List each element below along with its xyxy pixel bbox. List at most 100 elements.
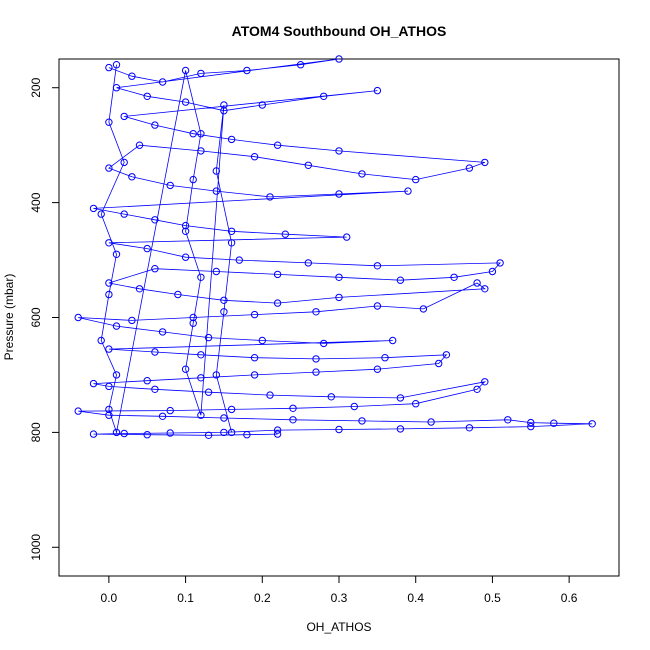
data-point (204, 333, 213, 342)
data-point (450, 273, 458, 281)
data-point (135, 141, 144, 149)
data-point (197, 374, 205, 382)
data-point (166, 181, 174, 190)
y-tick-label: 600 (29, 307, 43, 327)
data-point (105, 279, 113, 287)
data-point (120, 112, 128, 121)
data-point (220, 428, 228, 437)
data-point (412, 400, 420, 408)
data-point (335, 273, 343, 281)
data-point (120, 429, 128, 438)
data-point (473, 279, 481, 287)
data-point (312, 355, 320, 363)
x-axis-label: OH_ATHOS (306, 620, 371, 634)
data-point (105, 411, 113, 419)
data-point (89, 430, 98, 438)
data-point (151, 121, 159, 129)
data-point (212, 187, 221, 195)
data-point (343, 233, 351, 241)
data-point (151, 385, 159, 393)
y-axis-label: Pressure (mbar) (2, 274, 16, 361)
data-point (396, 394, 405, 402)
data-point (120, 158, 128, 167)
data-point (527, 422, 535, 431)
data-point (258, 101, 266, 109)
data-point (273, 430, 282, 438)
data-point (227, 227, 236, 236)
data-point (250, 354, 259, 362)
data-point (481, 158, 489, 167)
x-tick-label: 0.6 (561, 591, 578, 605)
chart-title: ATOM4 Southbound OH_ATHOS (232, 23, 447, 39)
data-point (243, 66, 251, 75)
data-point (404, 187, 412, 195)
data-point (204, 388, 213, 396)
data-point (273, 426, 282, 434)
data-point (427, 418, 435, 426)
y-tick-label: 400 (29, 192, 43, 212)
data-point (412, 175, 420, 184)
data-point (281, 230, 289, 238)
data-point (128, 316, 136, 325)
x-tick-label: 0.1 (177, 591, 194, 605)
data-point (128, 72, 136, 80)
data-point (112, 322, 121, 330)
data-point (97, 210, 105, 218)
data-point (373, 262, 382, 270)
data-point (220, 308, 228, 316)
data-point (350, 402, 358, 411)
data-point (304, 161, 312, 170)
data-layer (74, 55, 596, 439)
y-tick-label: 1000 (29, 534, 43, 561)
data-point (220, 414, 228, 422)
data-point (273, 299, 282, 307)
data-point (335, 425, 343, 434)
data-point (174, 290, 182, 299)
data-point (504, 416, 512, 424)
data-point (481, 285, 489, 293)
data-point (181, 365, 190, 373)
data-point (151, 216, 159, 224)
x-tick-label: 0.5 (484, 591, 501, 605)
data-point (197, 351, 205, 359)
data-point (74, 407, 82, 415)
y-axis: 200 400 600 800 1000 (29, 77, 60, 561)
data-point (189, 175, 197, 184)
data-point (105, 405, 113, 414)
y-tick-label: 800 (29, 422, 43, 442)
data-point (89, 204, 98, 213)
data-point (105, 164, 113, 172)
data-point (189, 313, 197, 322)
data-point (181, 66, 190, 75)
data-point (120, 210, 128, 218)
data-point (465, 164, 474, 172)
data-point (419, 305, 428, 313)
data-point (373, 86, 382, 95)
data-point (358, 170, 366, 178)
data-point (97, 336, 105, 345)
data-point (181, 253, 190, 261)
data-point (181, 98, 190, 106)
y-tick-label: 200 (29, 77, 43, 97)
data-point (227, 405, 236, 414)
data-point (189, 130, 197, 138)
data-point (250, 153, 259, 161)
x-tick-label: 0.2 (254, 591, 271, 605)
data-point (105, 382, 113, 391)
data-point (335, 147, 343, 155)
data-point (335, 293, 343, 302)
x-tick-label: 0.3 (331, 591, 348, 605)
data-point (442, 351, 451, 359)
data-point (143, 431, 151, 439)
data-point (74, 313, 82, 322)
data-point (465, 424, 474, 432)
data-point (304, 259, 312, 267)
data-point (197, 411, 205, 419)
data-point (396, 276, 405, 284)
data-point (143, 92, 151, 101)
data-point (151, 265, 159, 273)
data-point (481, 378, 489, 386)
data-point (135, 285, 144, 293)
data-point (151, 348, 159, 356)
